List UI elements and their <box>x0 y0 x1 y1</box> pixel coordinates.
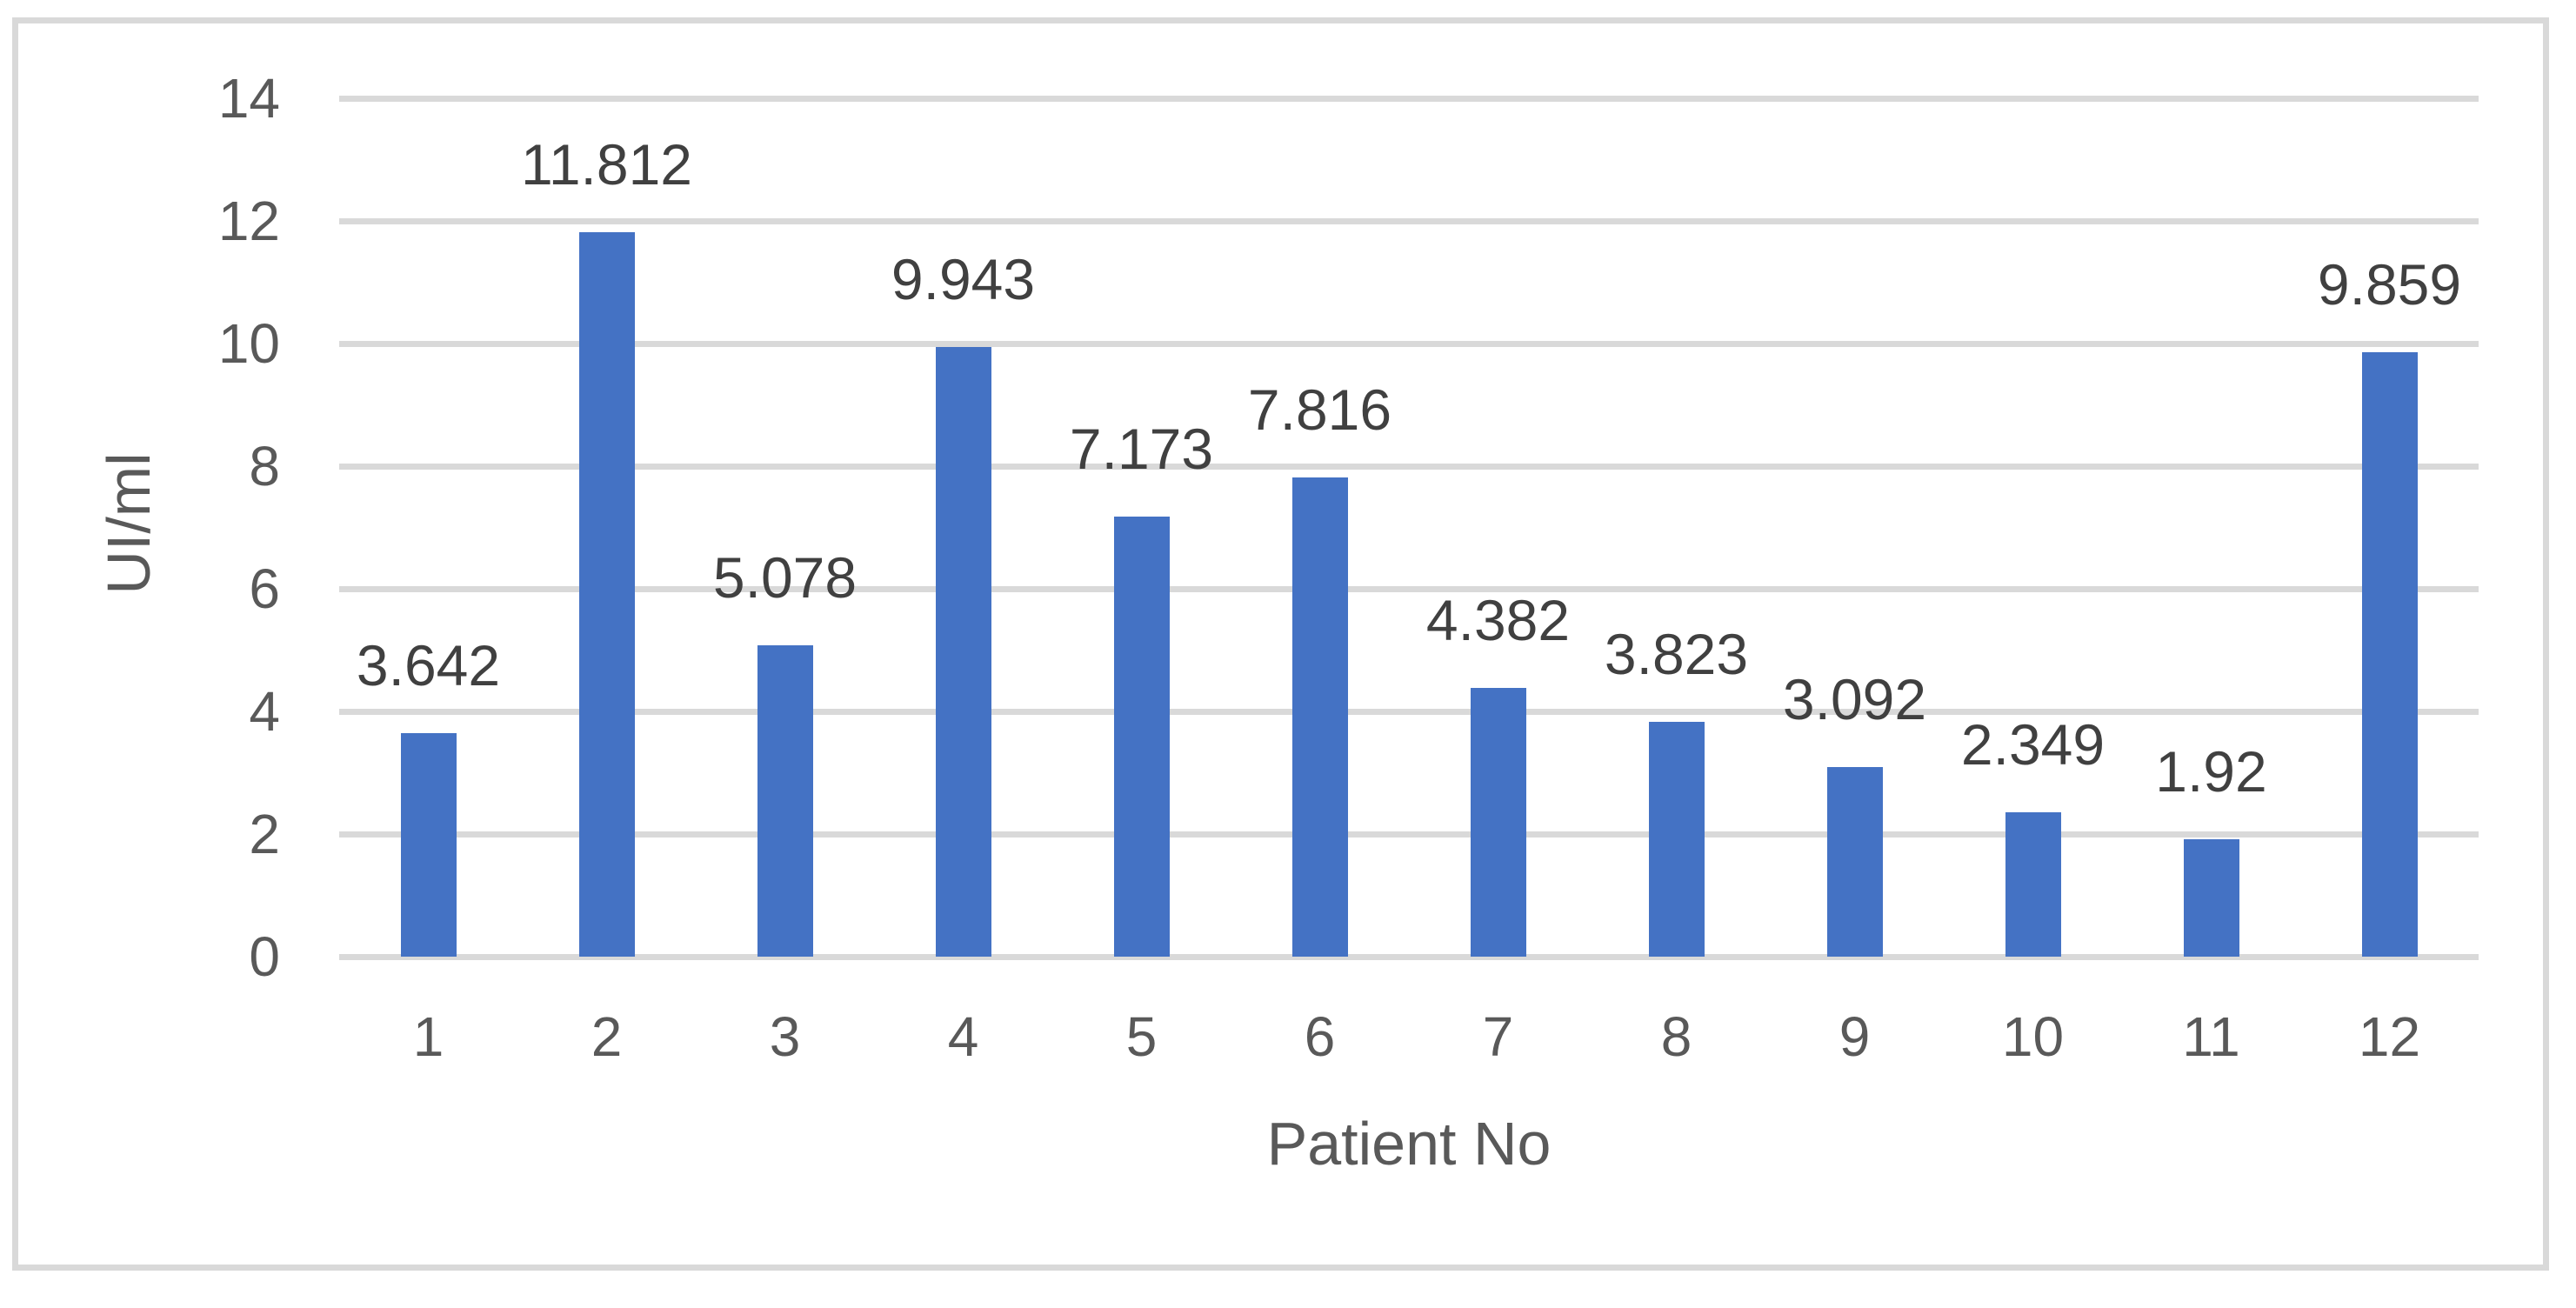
x-axis-title: Patient No <box>1266 1110 1552 1178</box>
y-tick-label: 6 <box>249 557 280 620</box>
bar-value-label: 3.642 <box>356 633 501 698</box>
gridline <box>339 464 2479 470</box>
x-tick-label: 11 <box>2182 1005 2240 1068</box>
x-tick-label: 12 <box>2358 1005 2421 1068</box>
bar <box>1470 688 1526 957</box>
x-tick-label: 3 <box>769 1005 801 1068</box>
bar-value-label: 5.078 <box>712 545 858 610</box>
gridline <box>339 709 2479 715</box>
bar-value-label: 7.816 <box>1247 377 1392 442</box>
gridline <box>339 96 2479 102</box>
y-axis-title: UI/ml <box>95 451 163 595</box>
x-tick-label: 9 <box>1839 1005 1871 1068</box>
y-tick-label: 12 <box>217 190 280 252</box>
bar-value-label: 3.092 <box>1782 667 1927 731</box>
bar <box>2183 838 2239 957</box>
bar-value-label: 4.382 <box>1425 588 1571 653</box>
x-tick-label: 2 <box>591 1005 623 1068</box>
chart-frame <box>12 17 2549 1271</box>
x-tick-label: 7 <box>1482 1005 1514 1068</box>
bar-value-label: 11.812 <box>521 132 692 197</box>
x-tick-label: 1 <box>412 1005 444 1068</box>
bar <box>1113 517 1170 957</box>
gridline <box>339 341 2479 347</box>
x-tick-label: 10 <box>2001 1005 2065 1068</box>
gridline <box>339 218 2479 224</box>
bar <box>935 347 991 957</box>
bar <box>757 645 813 957</box>
bar <box>2005 812 2061 957</box>
y-tick-label: 10 <box>217 312 280 375</box>
bar <box>400 733 457 957</box>
bar <box>1291 477 1348 957</box>
bar-value-label: 9.859 <box>2317 251 2462 317</box>
bar <box>578 232 635 957</box>
bar <box>1648 722 1705 957</box>
gridline <box>339 954 2479 960</box>
x-tick-label: 6 <box>1304 1005 1336 1068</box>
gridline <box>339 831 2479 838</box>
bar <box>1826 767 1883 957</box>
x-tick-label: 5 <box>1125 1005 1158 1068</box>
y-tick-label: 14 <box>217 67 280 130</box>
y-tick-label: 4 <box>249 680 280 743</box>
y-tick-label: 2 <box>249 803 280 865</box>
gridline <box>339 586 2479 592</box>
bar-value-label: 1.92 <box>2155 738 2267 804</box>
y-tick-label: 0 <box>249 925 280 988</box>
bar-value-label: 3.823 <box>1604 622 1749 687</box>
y-tick-label: 8 <box>249 435 280 497</box>
x-tick-label: 8 <box>1660 1005 1692 1068</box>
bar-value-label: 7.173 <box>1069 417 1214 482</box>
bar-value-label: 2.349 <box>1960 712 2106 777</box>
bar-value-label: 9.943 <box>891 247 1036 312</box>
x-tick-label: 4 <box>947 1005 979 1068</box>
bar <box>2361 351 2418 957</box>
